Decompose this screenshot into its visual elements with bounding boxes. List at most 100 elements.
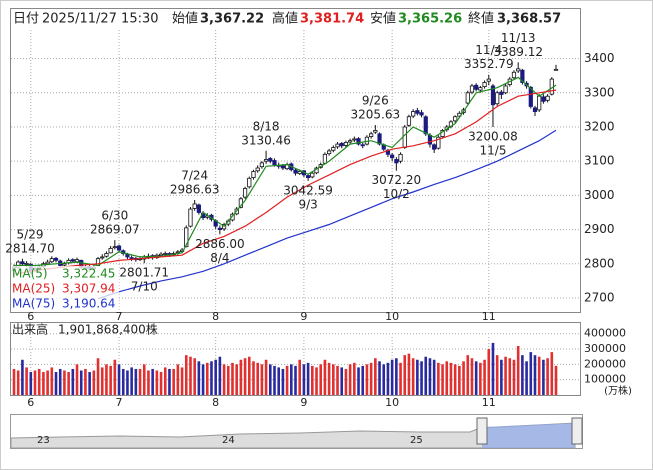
volume-bar [395, 358, 398, 395]
volume-bar [319, 364, 323, 395]
candle-body [247, 177, 252, 188]
volume-bar [374, 358, 377, 395]
navigator[interactable]: 23 24 25 [10, 414, 583, 449]
field-value: 3,368.57 [497, 12, 561, 27]
candle-body [24, 263, 29, 265]
volume-bar [16, 370, 20, 395]
y-tick-label: 400000 [584, 327, 626, 340]
volume-bar [369, 362, 373, 395]
candle-body [335, 143, 340, 148]
volume-bar [441, 364, 444, 395]
candle-body [331, 147, 336, 151]
candle-body [511, 71, 517, 79]
volume-bar [323, 359, 327, 395]
volume-bar [516, 345, 520, 395]
candle-body [255, 167, 260, 172]
volume-bar [172, 368, 175, 395]
candle-body [356, 138, 361, 145]
volume-bar [420, 361, 423, 395]
volume-bar [474, 361, 478, 395]
candle-body [436, 136, 441, 149]
candle-body [310, 172, 315, 178]
candle-body [184, 227, 189, 248]
volume-bar [550, 352, 554, 395]
volume-bar [46, 370, 49, 395]
volume-bar [25, 367, 28, 395]
volume-bar [403, 355, 407, 395]
volume-bar [252, 361, 255, 395]
x-tick-label: 9 [300, 396, 307, 409]
volume-bar [222, 364, 226, 395]
annotation-date: 11/4 [475, 43, 502, 57]
navigator-handle[interactable] [476, 417, 488, 445]
volume-bar [218, 356, 222, 395]
volume-bar [205, 362, 209, 395]
volume-bar [285, 365, 289, 395]
annotation-value: 2886.00 [195, 237, 245, 251]
annotation-value: 3352.79 [464, 57, 514, 71]
annotation-date: 7/24 [181, 168, 208, 182]
volume-bar [382, 364, 386, 395]
volume-bar [29, 372, 33, 395]
volume-bar [121, 368, 125, 395]
volume-bar [247, 356, 251, 395]
volume-bar [100, 367, 104, 395]
field-label: 高値 [272, 11, 298, 27]
x-tick-label: 10 [385, 396, 399, 409]
volume-bar [79, 370, 83, 395]
volume-bar [184, 355, 188, 395]
candle-body [20, 261, 25, 265]
volume-bar [554, 365, 558, 395]
annotation-value: 2814.70 [5, 241, 55, 255]
volume-bar [58, 368, 62, 395]
volume-bar [268, 364, 272, 395]
candle-body [453, 116, 458, 122]
y-tick-label: 2800 [584, 256, 615, 270]
volume-bar [344, 368, 348, 395]
volume-bar [113, 359, 117, 395]
date-label: 日付 [13, 12, 39, 27]
x-tick-label: 7 [116, 396, 123, 409]
candle-body [469, 85, 475, 93]
volume-bar [151, 368, 154, 395]
annotation-value: 2869.07 [90, 223, 140, 237]
volume-bar [180, 367, 184, 395]
volume-bar [189, 356, 192, 395]
volume-bar [399, 362, 402, 395]
candle-body [293, 169, 298, 174]
annotation-value: 2986.63 [170, 182, 220, 196]
navigator-label: 25 [410, 435, 423, 446]
volume-bar [407, 353, 411, 395]
candle-body [45, 261, 50, 265]
ma-line [14, 76, 557, 267]
annotation-date: 7/10 [131, 280, 158, 294]
volume-panel [10, 322, 581, 396]
candle-body [116, 245, 122, 251]
volume-bar [327, 362, 331, 395]
candle-body [242, 188, 248, 198]
volume-bar [466, 355, 470, 395]
field-value: 3,367.22 [200, 12, 264, 27]
volume-bar [117, 364, 121, 395]
volume-bar [332, 364, 335, 395]
annotation-value: 3200.08 [468, 129, 518, 143]
candle-body [537, 95, 542, 111]
candle-body [495, 92, 500, 105]
volume-bar [33, 370, 37, 395]
volume-bar [521, 355, 524, 395]
candle-body [541, 96, 546, 102]
volume-bar [109, 365, 112, 395]
x-tick-label: 11 [482, 310, 496, 323]
navigator-handle[interactable] [571, 417, 583, 445]
candle-body [432, 144, 437, 150]
y-tick-label: 3100 [584, 154, 615, 168]
candle-body [297, 171, 302, 174]
candle-body [394, 159, 399, 164]
annotation-value: 3389.12 [493, 45, 543, 59]
annotation-value: 3042.59 [283, 183, 333, 197]
volume-unit: (万株) [604, 384, 632, 397]
volume-bar [353, 362, 356, 395]
volume-bar [63, 370, 66, 395]
volume-bar [437, 362, 440, 395]
